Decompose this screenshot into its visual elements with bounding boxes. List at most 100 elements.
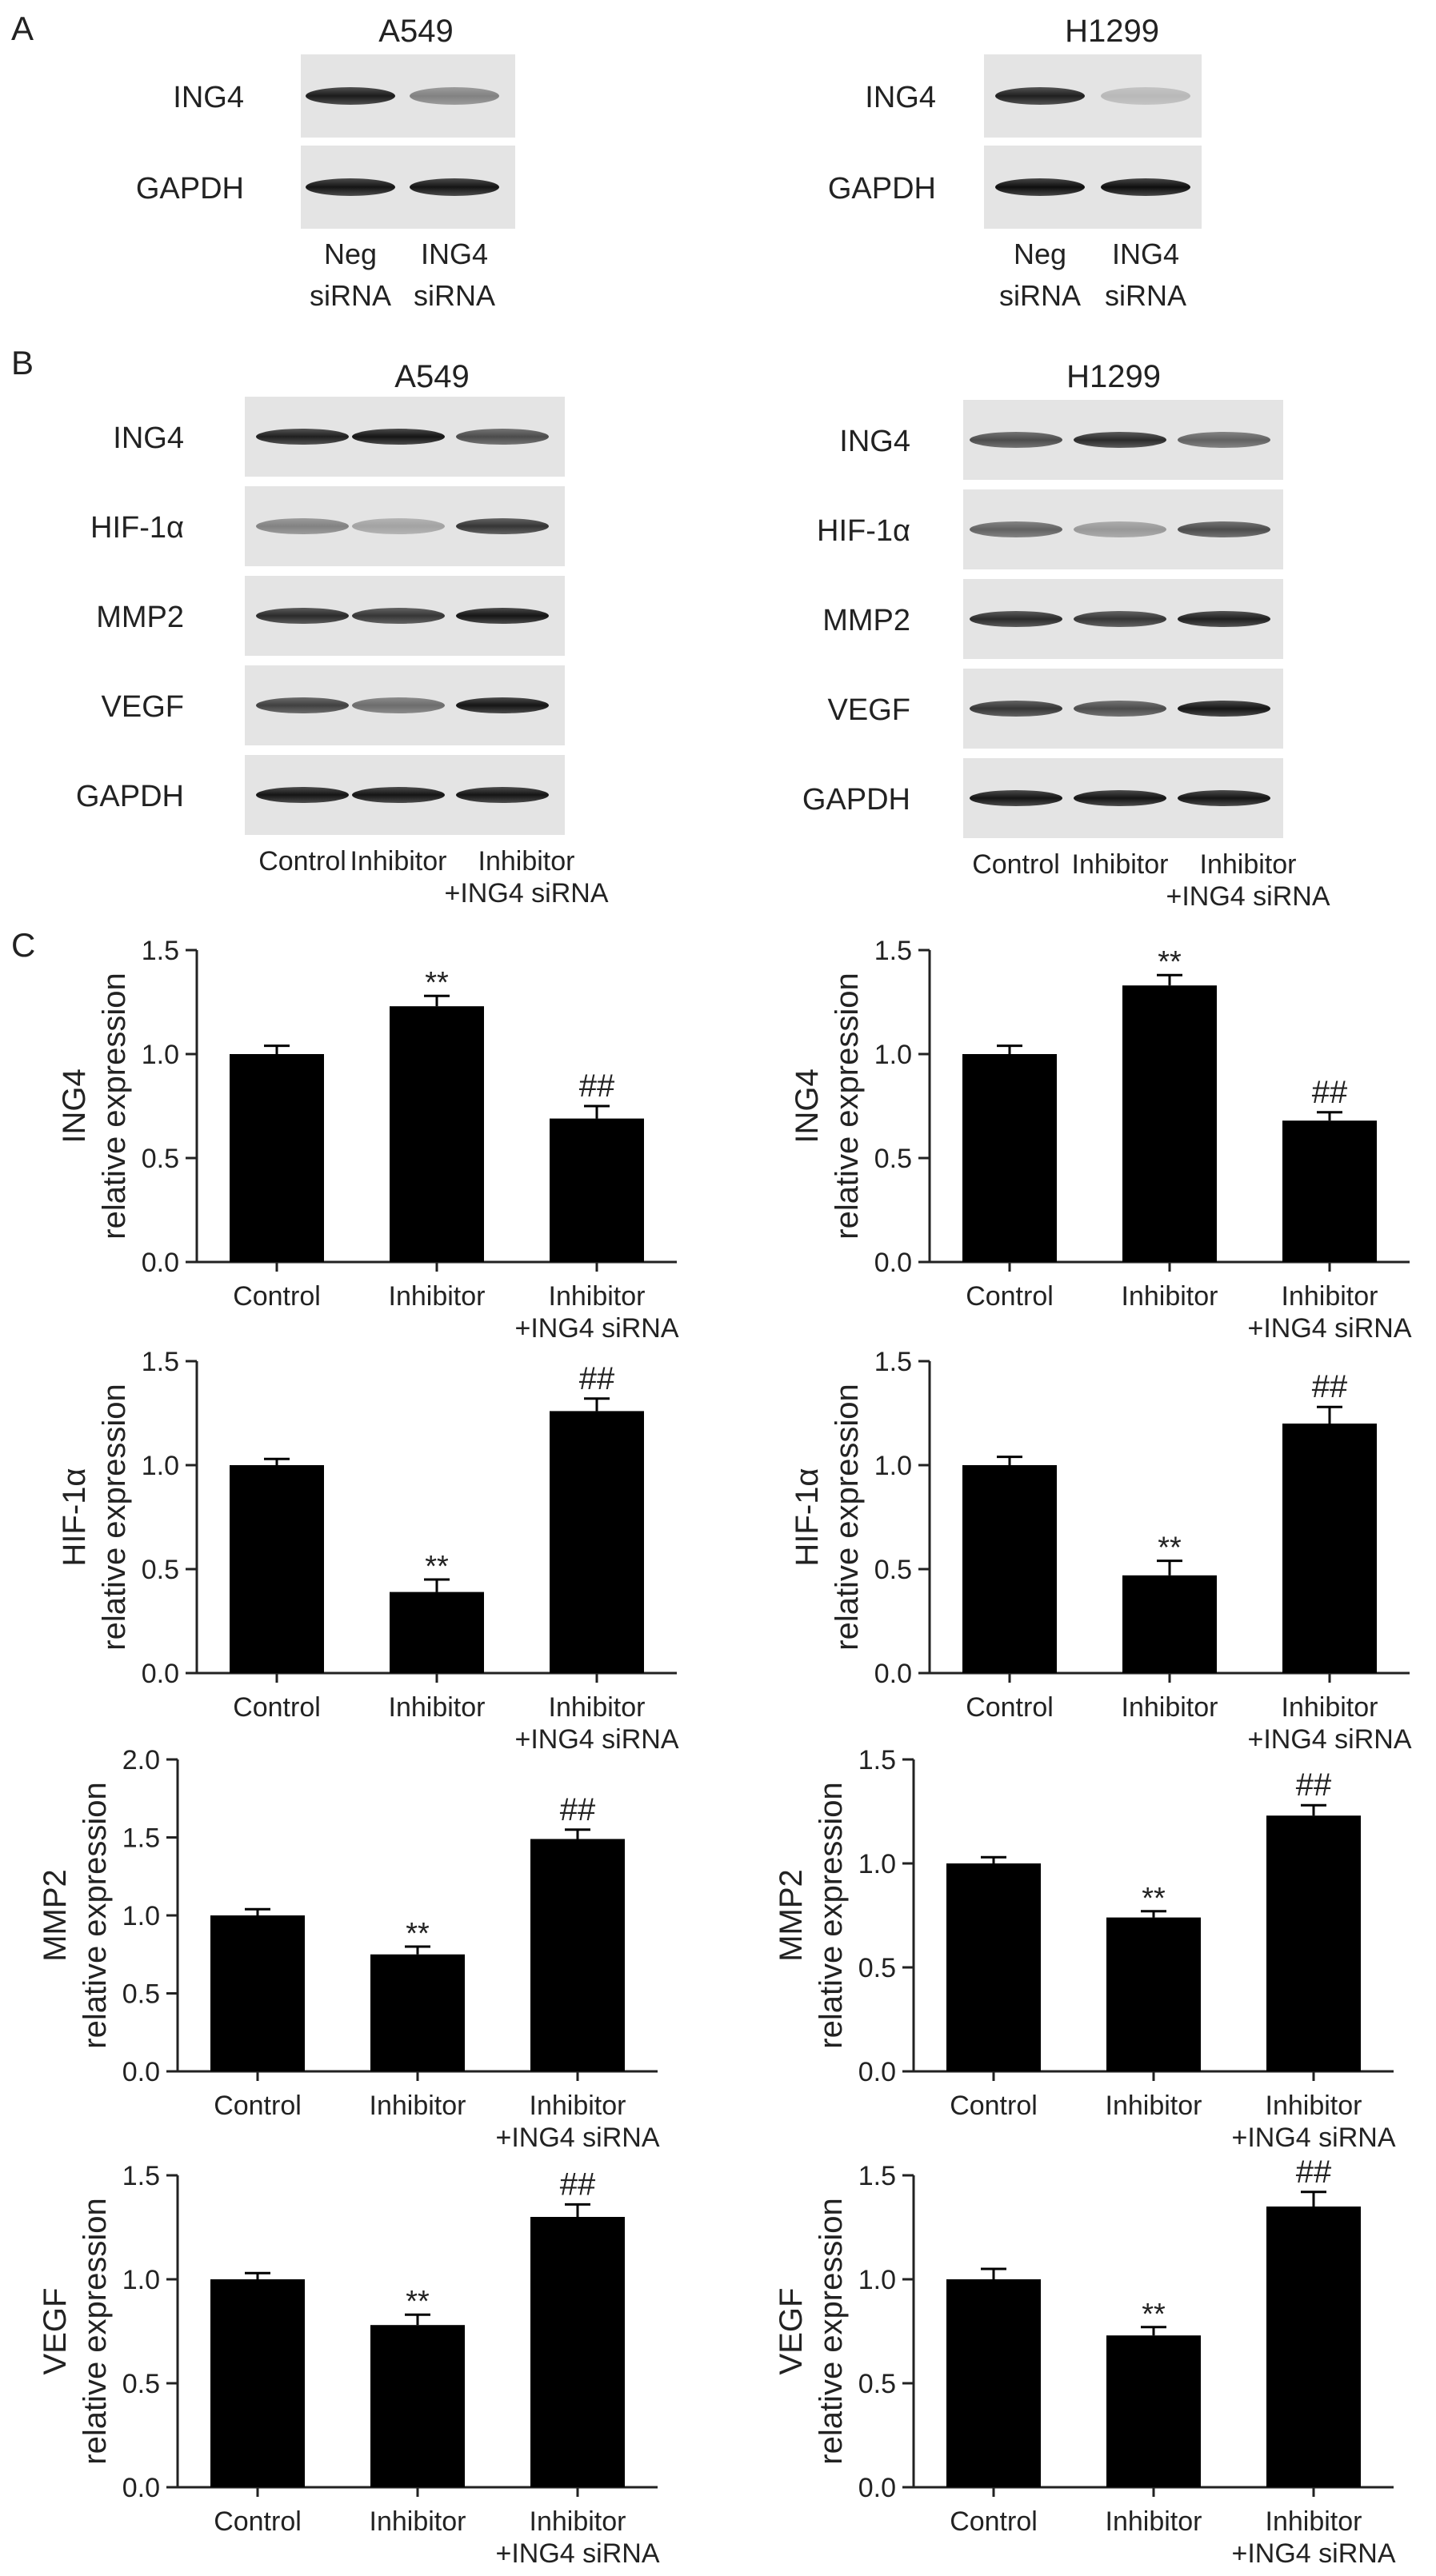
category-label: Inhibitor — [370, 2506, 466, 2537]
blot-title: H1299 — [1066, 359, 1161, 394]
bar-chart: 0.0 0.5 1.0 1.5 VEGF relative expression Contr… — [38, 2161, 660, 2569]
blot-band — [456, 787, 549, 803]
significance-label: ** — [406, 1917, 430, 1951]
lane-label: Inhibitor — [1200, 849, 1297, 880]
category-label: +ING4 siRNA — [1248, 1313, 1412, 1344]
blot-row-label: HIF-1α — [817, 514, 910, 548]
y-label-line: VEGF — [774, 2288, 809, 2375]
y-label-line: relative expression — [830, 1384, 865, 1651]
bar — [1282, 1424, 1377, 1673]
y-label-line: VEGF — [38, 2288, 73, 2375]
y-axis-label: VEGF relative expression — [774, 2198, 849, 2465]
blot-band — [970, 790, 1062, 806]
lane-label: +ING4 siRNA — [445, 878, 609, 909]
y-tick-label: 1.0 — [142, 1451, 179, 1481]
y-tick-label: 1.0 — [142, 1040, 179, 1070]
category-label: +ING4 siRNA — [515, 1724, 679, 1755]
blot-row-label: GAPDH — [76, 780, 184, 813]
y-label-line: ING4 — [790, 1068, 825, 1143]
category-label: +ING4 siRNA — [1232, 2538, 1396, 2569]
y-tick-label: 1.5 — [122, 2161, 160, 2191]
blot-band — [1101, 87, 1190, 105]
category-label: +ING4 siRNA — [496, 2123, 660, 2153]
bar — [1106, 2335, 1201, 2487]
y-tick-label: 1.0 — [874, 1040, 912, 1070]
category-label: Inhibitor — [1122, 1281, 1218, 1312]
category-label: Inhibitor — [549, 1281, 646, 1312]
category-label: +ING4 siRNA — [1248, 1724, 1412, 1755]
bar — [210, 2279, 305, 2487]
blot-row-label: ING4 — [113, 421, 184, 455]
blot-band — [352, 518, 445, 534]
blot-band — [970, 611, 1062, 627]
significance-label: ** — [425, 966, 449, 1000]
category-label: +ING4 siRNA — [496, 2538, 660, 2569]
blot-row-label: ING4 — [865, 81, 936, 114]
lane-label: +ING4 siRNA — [1166, 881, 1330, 912]
y-label-line: relative expression — [814, 2198, 849, 2465]
blot-row-label: MMP2 — [96, 601, 184, 634]
significance-label: ## — [1296, 1767, 1332, 1803]
y-tick-label: 0.5 — [858, 1953, 896, 1983]
bar-chart: 0.0 0.5 1.0 1.5 HIF-1α relative expression Con… — [57, 1347, 679, 1755]
blot-band — [306, 87, 395, 105]
blot-row-label: GAPDH — [136, 172, 244, 206]
y-tick-label: 0.5 — [122, 2369, 160, 2399]
lane-label: siRNA — [310, 279, 391, 312]
y-tick-label: 0.0 — [122, 2473, 160, 2503]
y-tick-label: 1.0 — [122, 2265, 160, 2295]
y-tick-label: 0.5 — [122, 1979, 160, 2010]
blot-title: A549 — [378, 14, 453, 49]
y-tick-label: 1.5 — [142, 1347, 179, 1377]
category-label: Control — [950, 2506, 1038, 2537]
significance-label: ** — [1142, 2298, 1166, 2331]
category-label: Inhibitor — [389, 1692, 486, 1723]
category-label: +ING4 siRNA — [515, 1313, 679, 1344]
category-label: Inhibitor — [1106, 2506, 1202, 2537]
y-tick-label: 0.5 — [874, 1555, 912, 1585]
blot-row-label: ING4 — [173, 81, 244, 114]
significance-label: ** — [1158, 945, 1182, 979]
y-axis-label: ING4 relative expression — [790, 972, 865, 1240]
lane-label: Inhibitor — [350, 846, 447, 877]
bar — [1266, 2207, 1361, 2487]
western-blot-panels: A B A549 ING4 GAPDH Neg siRNA ING4 siRNA H1299 ING… — [11, 10, 1330, 912]
y-axis-label: HIF-1α relative expression — [57, 1384, 132, 1651]
blot-band — [1178, 790, 1270, 806]
y-tick-label: 1.0 — [858, 2265, 896, 2295]
category-label: +ING4 siRNA — [1232, 2123, 1396, 2153]
y-tick-label: 2.0 — [122, 1745, 160, 1775]
blot-band — [410, 87, 499, 105]
y-label-line: relative expression — [78, 2198, 113, 2465]
significance-label: ## — [579, 1068, 615, 1104]
blot-band — [1178, 701, 1270, 717]
blot-title: H1299 — [1065, 14, 1159, 49]
bar — [230, 1465, 324, 1673]
lane-label: Inhibitor — [1072, 849, 1169, 880]
lane-label: Neg — [1014, 238, 1066, 270]
y-label-line: HIF-1α — [790, 1468, 825, 1566]
blot-band — [970, 432, 1062, 448]
blot-band — [1178, 611, 1270, 627]
y-tick-label: 0.5 — [142, 1144, 179, 1174]
y-label-line: relative expression — [78, 1782, 113, 2049]
significance-label: ** — [1142, 1882, 1166, 1915]
blot-band — [1074, 790, 1166, 806]
bar-chart: 0.0 0.5 1.0 1.5 2.0 MMP2 relative expression Co… — [38, 1745, 660, 2153]
y-tick-label: 0.0 — [874, 1248, 912, 1278]
blot-row-label: MMP2 — [822, 604, 910, 637]
blot-band — [352, 697, 445, 713]
blot-band — [995, 87, 1085, 105]
y-axis-label: HIF-1α relative expression — [790, 1384, 865, 1651]
significance-label: ** — [1158, 1532, 1182, 1565]
significance-label: ## — [579, 1361, 615, 1396]
panel-label-a: A — [11, 10, 34, 47]
blot-band — [1074, 611, 1166, 627]
blot-band — [456, 608, 549, 624]
blot-band — [970, 521, 1062, 537]
y-label-line: relative expression — [97, 972, 132, 1240]
category-label: Control — [950, 2091, 1038, 2121]
significance-label: ## — [560, 2167, 596, 2202]
blot-band — [1101, 178, 1190, 196]
